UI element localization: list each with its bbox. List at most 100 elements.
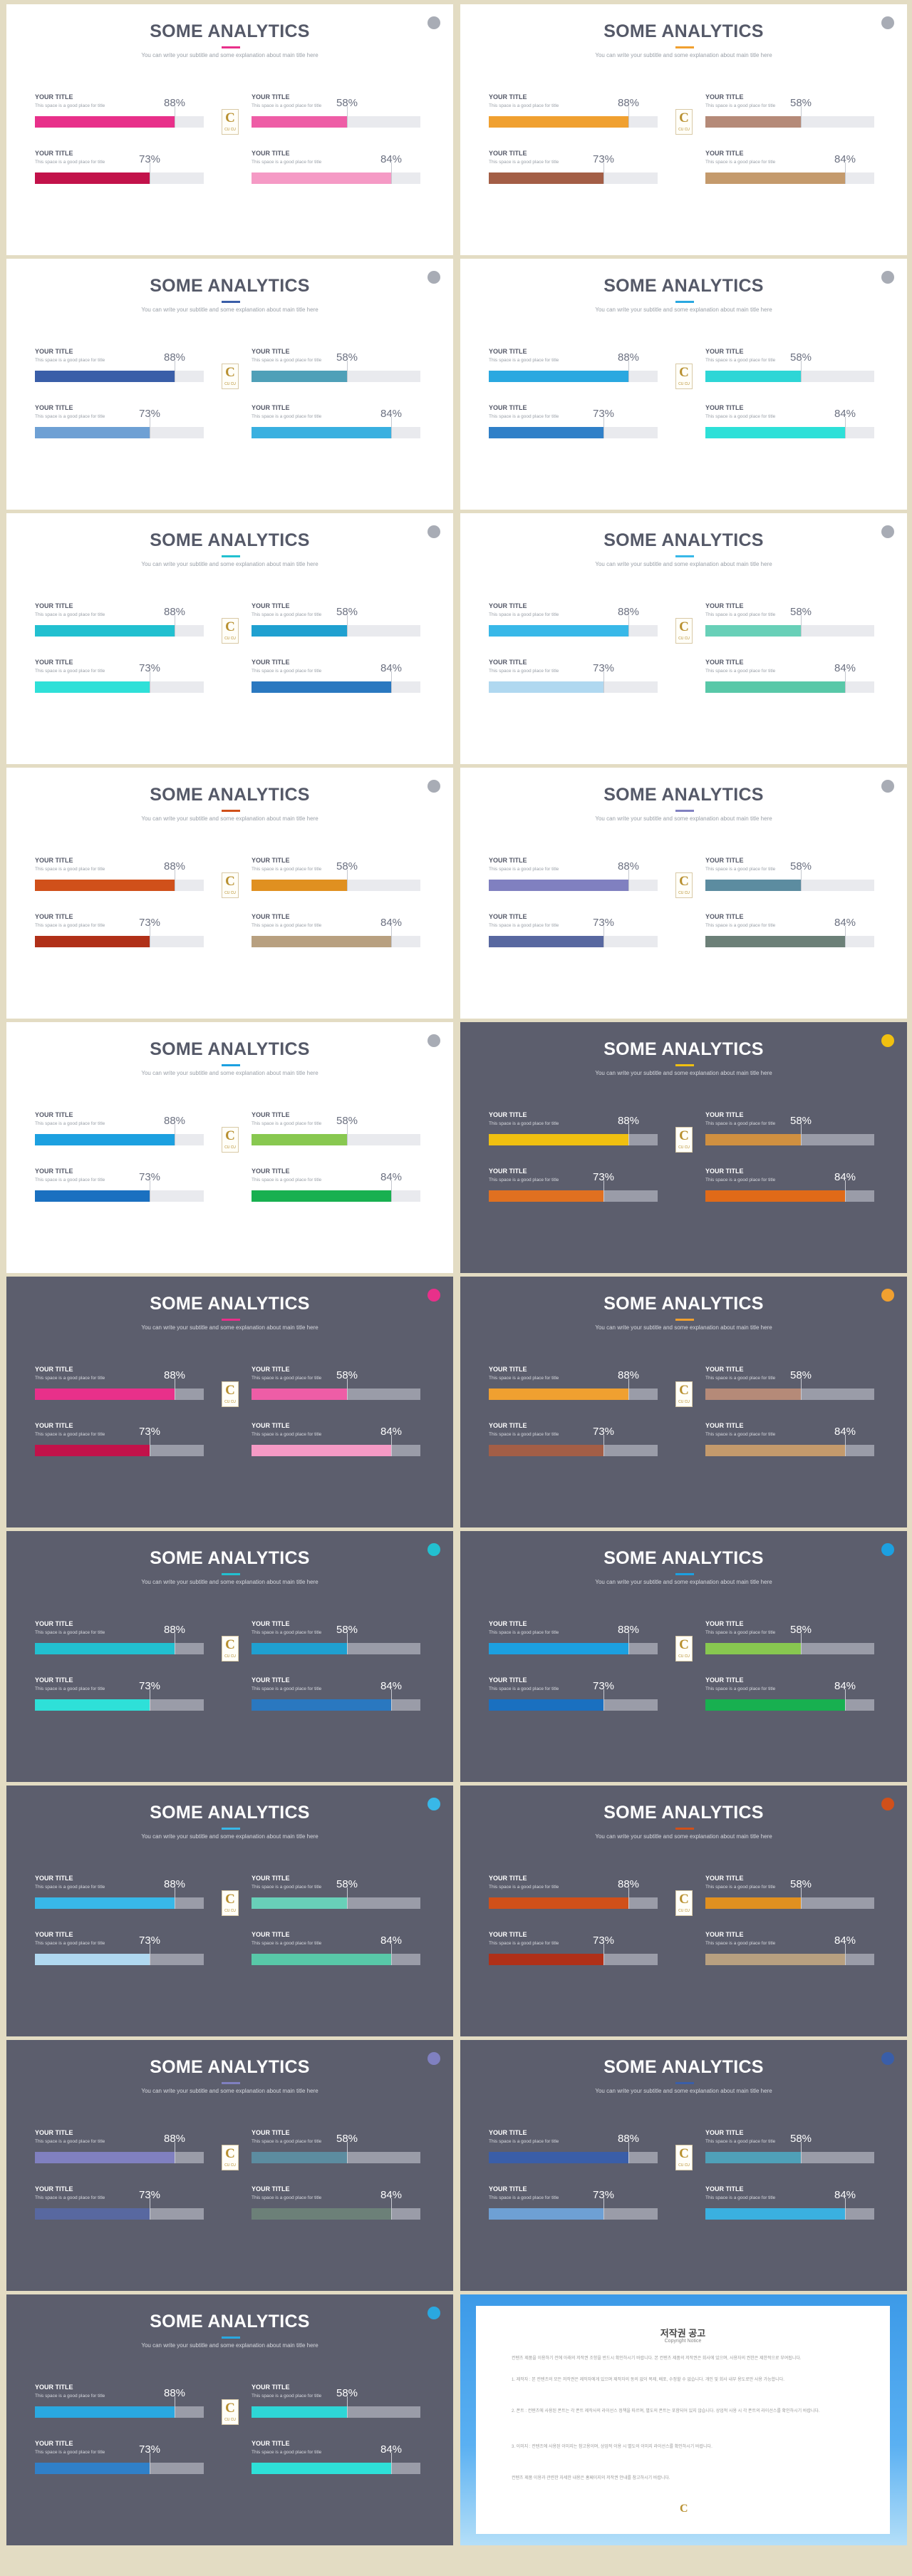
progress-block: YOUR TITLE This space is a good place for… (35, 2129, 204, 2165)
slide-thumbnail[interactable]: SOME ANALYTICS You can write your subtitl… (460, 768, 907, 1019)
slide-thumbnail[interactable]: SOME ANALYTICS You can write your subtitl… (6, 768, 453, 1019)
slide-thumbnail[interactable]: SOME ANALYTICS You can write your subtitl… (6, 259, 453, 510)
slide-thumbnail[interactable]: SOME ANALYTICS You can write your subtitl… (6, 1277, 453, 1527)
progress-description: This space is a good place for title (705, 1941, 776, 1946)
progress-title: YOUR TITLE (35, 1620, 73, 1627)
progress-fill (705, 1699, 846, 1711)
slide-thumbnail[interactable]: SOME ANALYTICS You can write your subtitl… (460, 2040, 907, 2291)
slide-thumbnail[interactable]: SOME ANALYTICS You can write your subtitl… (6, 1786, 453, 2036)
progress-block: YOUR TITLE This space is a good place for… (489, 602, 658, 638)
progress-percentage: 73% (138, 1680, 161, 1692)
progress-description: This space is a good place for title (489, 1941, 559, 1946)
progress-track (252, 106, 420, 128)
progress-block: YOUR TITLE This space is a good place for… (35, 857, 204, 892)
progress-fill (489, 1389, 629, 1400)
progress-percentage: 58% (336, 2133, 358, 2145)
slide-thumbnail[interactable]: SOME ANALYTICS You can write your subtitl… (460, 1531, 907, 1782)
slide-subtitle: You can write your subtitle and some exp… (595, 1324, 772, 1331)
slide-thumbnail[interactable]: SOME ANALYTICS You can write your subtitl… (460, 259, 907, 510)
notice-logo: C (680, 2503, 688, 2515)
progress-block: YOUR TITLE This space is a good place for… (705, 1931, 874, 1967)
brand-logo: C CU CU (222, 1127, 239, 1153)
progress-tick (628, 1633, 629, 1654)
slide-thumbnail[interactable]: SOME ANALYTICS You can write your subtitl… (6, 4, 453, 255)
progress-track (489, 1633, 658, 1654)
progress-block: YOUR TITLE This space is a good place for… (35, 150, 204, 185)
logo-letter: C (679, 1128, 689, 1143)
progress-block: YOUR TITLE This space is a good place for… (35, 348, 204, 383)
slide-thumbnail[interactable]: SOME ANALYTICS You can write your subtitl… (6, 513, 453, 764)
progress-track (489, 2142, 658, 2163)
progress-title: YOUR TITLE (705, 2129, 744, 2136)
progress-fill (252, 1954, 392, 1965)
progress-fill (489, 2208, 604, 2220)
slide-thumbnail[interactable]: SOME ANALYTICS You can write your subtitl… (460, 1022, 907, 1273)
progress-fill (705, 936, 846, 947)
logo-letter: C (225, 1637, 235, 1652)
progress-description: This space is a good place for title (705, 1686, 776, 1691)
progress-description: This space is a good place for title (489, 1432, 559, 1437)
progress-percentage: 88% (163, 1369, 186, 1381)
progress-tick (845, 417, 846, 438)
slide-subtitle: You can write your subtitle and some exp… (141, 306, 318, 313)
progress-description: This space is a good place for title (252, 1432, 322, 1437)
progress-track (35, 106, 204, 128)
progress-track (252, 1124, 420, 1145)
progress-percentage: 58% (336, 2387, 358, 2399)
progress-percentage: 88% (617, 2133, 640, 2145)
slide-thumbnail[interactable]: SOME ANALYTICS You can write your subtitl… (6, 1531, 453, 1782)
progress-tick (801, 2142, 802, 2163)
slide-thumbnail[interactable]: SOME ANALYTICS You can write your subtitl… (460, 1786, 907, 2036)
progress-title: YOUR TITLE (489, 2185, 527, 2193)
progress-title: YOUR TITLE (705, 1422, 744, 1429)
slide-thumbnail[interactable]: SOME ANALYTICS You can write your subtitl… (460, 1277, 907, 1527)
progress-block: YOUR TITLE This space is a good place for… (35, 93, 204, 129)
slide-thumbnail[interactable]: SOME ANALYTICS You can write your subtitl… (460, 513, 907, 764)
progress-block: YOUR TITLE This space is a good place for… (35, 404, 204, 440)
slide-thumbnail[interactable]: SOME ANALYTICS You can write your subtitl… (6, 1022, 453, 1273)
progress-track (35, 1887, 204, 1909)
progress-percentage: 73% (592, 917, 615, 929)
progress-track (252, 2396, 420, 2418)
progress-tick (347, 615, 348, 637)
progress-track (252, 671, 420, 693)
progress-fill (252, 427, 392, 438)
title-underline (222, 1828, 240, 1830)
progress-percentage: 73% (138, 408, 161, 420)
progress-tick (347, 1379, 348, 1400)
progress-block: YOUR TITLE This space is a good place for… (252, 2440, 420, 2475)
slide-title: SOME ANALYTICS (150, 1039, 310, 1059)
progress-fill (705, 116, 802, 128)
slide-subtitle: You can write your subtitle and some exp… (141, 52, 318, 58)
slide-thumbnail[interactable]: SOME ANALYTICS You can write your subtitl… (6, 2040, 453, 2291)
progress-title: YOUR TITLE (489, 1111, 527, 1118)
progress-percentage: 73% (592, 153, 615, 165)
progress-description: This space is a good place for title (252, 669, 322, 674)
copyright-slide[interactable]: 저작권 공고 Copyright Notice 컨텐츠 제품을 이용하기 전에 아래… (460, 2294, 907, 2545)
progress-percentage: 58% (336, 97, 358, 109)
progress-tick (801, 1379, 802, 1400)
progress-track (252, 615, 420, 637)
progress-fill (252, 371, 348, 382)
progress-track (489, 1689, 658, 1711)
progress-tick (347, 1124, 348, 1145)
logo-caption: CU CU (224, 1909, 236, 1913)
progress-tick (628, 615, 629, 637)
progress-percentage: 58% (336, 606, 358, 618)
progress-block: YOUR TITLE This space is a good place for… (705, 1620, 874, 1656)
progress-description: This space is a good place for title (252, 1630, 322, 1635)
slide-thumbnail[interactable]: SOME ANALYTICS You can write your subtitl… (460, 4, 907, 255)
progress-percentage: 88% (163, 351, 186, 364)
logo-caption: CU CU (224, 2418, 236, 2422)
progress-percentage: 84% (834, 1426, 856, 1438)
notice-paragraph: 3. 이미지 : 컨텐츠에 사용된 이미지는 참고용이며, 상업적 이용 시 별… (512, 2445, 712, 2449)
progress-percentage: 58% (789, 1369, 812, 1381)
progress-description: This space is a good place for title (35, 414, 105, 419)
progress-description: This space is a good place for title (252, 2394, 322, 2399)
slide-thumbnail[interactable]: SOME ANALYTICS You can write your subtitl… (6, 2294, 453, 2545)
slide-number-badge (881, 1798, 894, 1810)
slide-title: SOME ANALYTICS (150, 2312, 310, 2332)
logo-letter: C (679, 619, 689, 634)
progress-description: This space is a good place for title (489, 612, 559, 617)
progress-block: YOUR TITLE This space is a good place for… (489, 150, 658, 185)
